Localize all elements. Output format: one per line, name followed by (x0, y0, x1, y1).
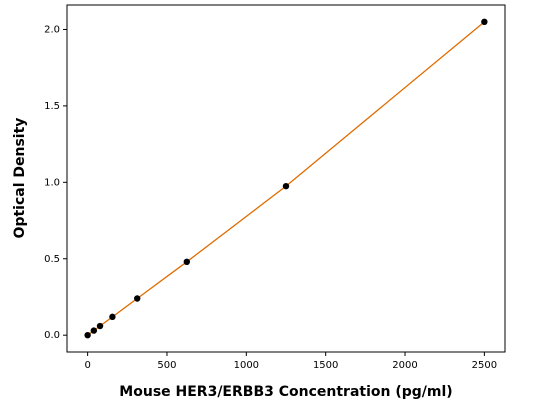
data-point (109, 313, 116, 321)
data-point (481, 18, 488, 26)
x-tick-label: 2000 (392, 360, 417, 371)
data-point (134, 295, 141, 302)
fit-line (87, 21, 485, 336)
x-tick-label: 1500 (313, 360, 338, 371)
y-tick-label: 2.0 (44, 24, 60, 35)
y-tick-label: 0.5 (44, 254, 60, 265)
x-tick-label: 500 (157, 360, 176, 371)
data-point (90, 327, 98, 334)
x-axis-label: Mouse HER3/ERBB3 Concentration (pg/ml) (119, 384, 452, 400)
data-point (96, 322, 104, 330)
y-tick-label: 0.0 (44, 330, 60, 341)
data-point (84, 331, 91, 339)
x-tick-label: 2500 (472, 360, 497, 371)
x-tick-label: 0 (84, 360, 90, 371)
y-tick-label: 1.5 (44, 101, 60, 112)
data-point (183, 258, 191, 266)
y-tick-label: 1.0 (44, 177, 60, 188)
plot-frame (66, 4, 506, 353)
x-tick-label: 1000 (234, 360, 259, 371)
data-point (282, 182, 290, 190)
y-axis-label: Optical Density (12, 118, 28, 239)
